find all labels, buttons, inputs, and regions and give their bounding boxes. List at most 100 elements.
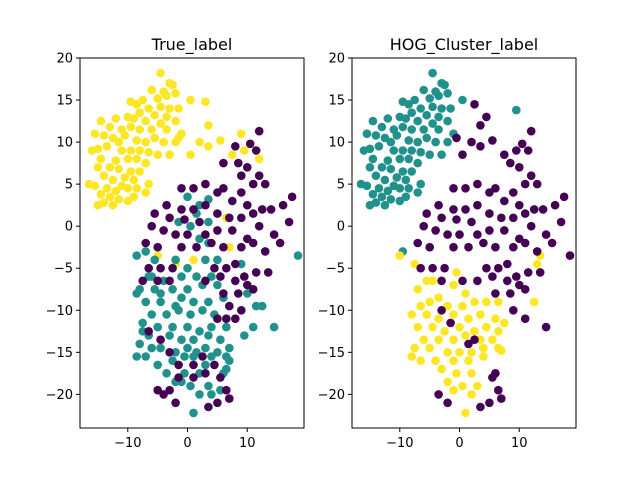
- scatter-point: [177, 184, 186, 193]
- scatter-point: [434, 335, 443, 345]
- scatter-point: [132, 100, 141, 109]
- scatter-point: [144, 263, 153, 273]
- scatter-point: [407, 146, 417, 155]
- scatter-point: [93, 144, 103, 154]
- scatter-point: [482, 297, 491, 307]
- scatter-point: [222, 322, 231, 332]
- scatter-point: [195, 369, 204, 378]
- scatter-point: [425, 343, 435, 353]
- scatter-point: [135, 339, 144, 349]
- scatter-point: [153, 322, 162, 332]
- scatter-point: [192, 272, 201, 281]
- scatter-point: [168, 322, 177, 332]
- scatter-point: [526, 126, 536, 136]
- scatter-point: [500, 196, 509, 206]
- scatter-point: [422, 110, 432, 120]
- scatter-point: [446, 104, 455, 113]
- scatter-point: [446, 318, 455, 328]
- scatter-point: [123, 154, 133, 164]
- scatter-point: [365, 163, 375, 172]
- scatter-point: [222, 364, 231, 374]
- scatter-point: [204, 331, 213, 340]
- scatter-point: [434, 314, 443, 324]
- scatter-point: [183, 230, 192, 239]
- scatter-point: [126, 167, 136, 176]
- scatter-point: [407, 167, 417, 176]
- y-tick-label: −5: [326, 262, 345, 277]
- scatter-point: [401, 114, 411, 123]
- scatter-point: [479, 352, 488, 361]
- scatter-point: [431, 137, 440, 147]
- scatter-point: [180, 215, 189, 224]
- scatter-point: [509, 306, 518, 315]
- scatter-point: [497, 213, 506, 223]
- scatter-point: [517, 139, 527, 149]
- scatter-point: [132, 184, 141, 193]
- scatter-point: [156, 343, 165, 353]
- scatter-point: [377, 163, 387, 172]
- scatter-point: [153, 94, 162, 103]
- scatter-point: [111, 114, 121, 123]
- scatter-point: [380, 200, 390, 210]
- scatter-point: [207, 272, 216, 281]
- scatter-point: [234, 158, 243, 168]
- scatter-point: [201, 360, 210, 370]
- scatter-point: [413, 188, 423, 197]
- scatter-point: [368, 154, 378, 164]
- scatter-point: [398, 146, 408, 155]
- axes-frame: [79, 57, 305, 429]
- scatter-point: [201, 179, 210, 189]
- y-tick-label: 10: [56, 136, 73, 151]
- scatter-point: [240, 331, 249, 340]
- scatter-point: [550, 200, 560, 210]
- scatter-point: [497, 394, 506, 403]
- scatter-point: [165, 276, 174, 286]
- scatter-point: [479, 343, 488, 353]
- scatter-point: [132, 154, 141, 164]
- scatter-point: [177, 205, 186, 214]
- scatter-point: [413, 285, 423, 294]
- scatter-point: [425, 150, 435, 159]
- scatter-point: [153, 242, 162, 252]
- scatter-point: [275, 238, 285, 248]
- scatter-point: [213, 188, 222, 197]
- scatter-point: [219, 184, 228, 193]
- scatter-point: [416, 179, 426, 189]
- scatter-point: [464, 242, 473, 252]
- scatter-point: [512, 272, 521, 281]
- scatter-point: [183, 343, 192, 353]
- scatter-point: [541, 322, 551, 332]
- y-tick-label: 20: [56, 52, 73, 67]
- scatter-point: [165, 213, 174, 223]
- scatter-point: [174, 104, 183, 113]
- scatter-point: [520, 238, 530, 248]
- scatter-point: [386, 195, 396, 204]
- scatter-point: [105, 122, 115, 132]
- scatter-point: [491, 369, 500, 378]
- scatter-point: [204, 402, 213, 412]
- scatter-point: [222, 314, 231, 324]
- scatter-point: [398, 122, 408, 132]
- scatter-point: [520, 314, 530, 324]
- scatter-point: [434, 112, 443, 122]
- scatter-point: [386, 164, 396, 174]
- scatter-point: [407, 310, 417, 319]
- scatter-point: [437, 104, 446, 113]
- subplot-true-label: True_label −10 0 10 −20 −15 −10 −5 0 5 10 15 20: [46, 35, 305, 451]
- scatter-point: [165, 385, 174, 395]
- scatter-point: [416, 104, 426, 113]
- scatter-point: [192, 242, 201, 252]
- scatter-point: [248, 285, 258, 294]
- scatter-point: [488, 136, 497, 145]
- scatter-point: [228, 226, 237, 235]
- scatter-point: [216, 385, 225, 395]
- scatter-point: [266, 205, 276, 214]
- scatter-point: [231, 142, 240, 151]
- y-tick-label: −10: [46, 304, 73, 319]
- scatter-point: [135, 108, 144, 117]
- scatter-point: [494, 327, 503, 336]
- y-tick-label: 5: [337, 178, 345, 193]
- scatter-point: [485, 398, 494, 408]
- y-tick-label: 15: [56, 94, 73, 109]
- scatter-point: [210, 263, 219, 273]
